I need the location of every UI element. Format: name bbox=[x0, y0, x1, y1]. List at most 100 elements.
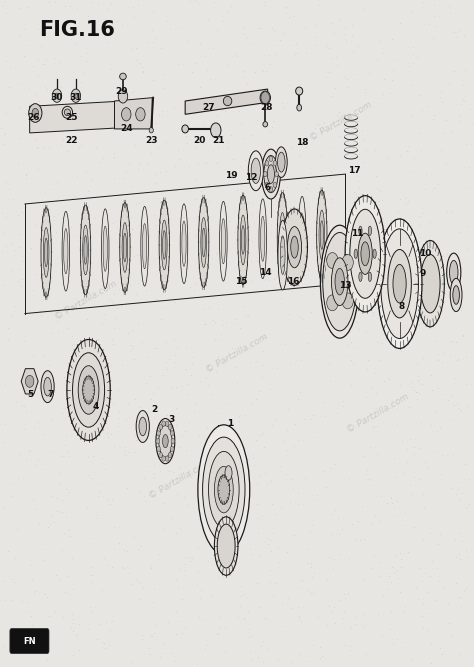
Ellipse shape bbox=[182, 221, 186, 266]
Circle shape bbox=[269, 156, 273, 161]
Text: 28: 28 bbox=[260, 103, 273, 112]
Ellipse shape bbox=[320, 225, 359, 338]
Circle shape bbox=[162, 421, 165, 426]
Circle shape bbox=[168, 452, 172, 458]
Ellipse shape bbox=[159, 200, 170, 289]
Text: 29: 29 bbox=[115, 87, 128, 95]
Circle shape bbox=[71, 89, 81, 102]
Circle shape bbox=[342, 293, 353, 309]
Circle shape bbox=[170, 446, 174, 452]
Text: © Partzilla.com: © Partzilla.com bbox=[148, 458, 213, 501]
Text: 6: 6 bbox=[264, 183, 271, 192]
Text: 7: 7 bbox=[48, 390, 54, 399]
Ellipse shape bbox=[261, 216, 265, 261]
Ellipse shape bbox=[335, 268, 345, 295]
Ellipse shape bbox=[180, 204, 188, 283]
Ellipse shape bbox=[143, 223, 147, 269]
Text: © Partzilla.com: © Partzilla.com bbox=[54, 279, 118, 321]
Ellipse shape bbox=[198, 425, 250, 554]
Ellipse shape bbox=[202, 228, 205, 257]
Text: 18: 18 bbox=[296, 137, 308, 147]
Text: 30: 30 bbox=[51, 93, 63, 102]
Text: 25: 25 bbox=[65, 113, 77, 122]
Ellipse shape bbox=[225, 466, 232, 480]
Text: 15: 15 bbox=[236, 277, 248, 286]
Ellipse shape bbox=[323, 233, 357, 331]
Circle shape bbox=[136, 107, 145, 121]
Ellipse shape bbox=[84, 235, 87, 264]
Ellipse shape bbox=[240, 215, 246, 265]
Text: 19: 19 bbox=[225, 171, 237, 180]
Ellipse shape bbox=[62, 106, 73, 118]
Circle shape bbox=[156, 438, 160, 444]
Circle shape bbox=[162, 456, 165, 462]
Ellipse shape bbox=[139, 417, 146, 436]
Ellipse shape bbox=[368, 272, 372, 281]
Circle shape bbox=[26, 376, 34, 388]
Text: 11: 11 bbox=[351, 229, 364, 238]
Ellipse shape bbox=[101, 209, 109, 289]
Circle shape bbox=[29, 103, 42, 122]
Ellipse shape bbox=[120, 203, 130, 292]
Circle shape bbox=[327, 295, 338, 311]
Ellipse shape bbox=[263, 121, 268, 127]
Text: 16: 16 bbox=[287, 277, 300, 286]
Ellipse shape bbox=[163, 434, 168, 448]
Ellipse shape bbox=[221, 219, 226, 264]
Circle shape bbox=[165, 421, 169, 426]
Ellipse shape bbox=[453, 285, 459, 304]
Ellipse shape bbox=[331, 257, 348, 305]
Circle shape bbox=[157, 431, 161, 436]
Ellipse shape bbox=[420, 254, 440, 313]
Ellipse shape bbox=[82, 225, 88, 275]
Text: 12: 12 bbox=[245, 173, 257, 182]
Circle shape bbox=[210, 123, 221, 137]
Ellipse shape bbox=[388, 249, 411, 318]
Ellipse shape bbox=[300, 213, 304, 259]
Ellipse shape bbox=[277, 193, 288, 282]
Ellipse shape bbox=[264, 155, 278, 193]
Polygon shape bbox=[21, 369, 38, 394]
Circle shape bbox=[170, 431, 174, 436]
Ellipse shape bbox=[296, 87, 303, 95]
Text: FN: FN bbox=[23, 636, 36, 646]
Ellipse shape bbox=[78, 366, 99, 414]
Ellipse shape bbox=[267, 165, 274, 183]
Ellipse shape bbox=[156, 418, 175, 464]
Text: 26: 26 bbox=[27, 113, 40, 122]
Ellipse shape bbox=[73, 353, 105, 427]
Ellipse shape bbox=[163, 231, 166, 259]
Text: 20: 20 bbox=[193, 136, 206, 145]
Text: 1: 1 bbox=[227, 419, 233, 428]
Ellipse shape bbox=[262, 149, 280, 199]
Ellipse shape bbox=[280, 213, 285, 262]
Circle shape bbox=[55, 93, 59, 98]
Ellipse shape bbox=[447, 253, 461, 291]
Ellipse shape bbox=[449, 260, 458, 284]
Circle shape bbox=[121, 107, 131, 121]
Ellipse shape bbox=[159, 425, 172, 457]
Circle shape bbox=[265, 182, 269, 187]
Ellipse shape bbox=[282, 209, 308, 285]
Ellipse shape bbox=[182, 125, 189, 133]
Text: 22: 22 bbox=[65, 136, 77, 145]
Ellipse shape bbox=[278, 220, 287, 290]
Ellipse shape bbox=[41, 371, 54, 403]
Text: 31: 31 bbox=[70, 93, 82, 102]
Ellipse shape bbox=[214, 466, 233, 513]
Ellipse shape bbox=[350, 209, 381, 298]
Ellipse shape bbox=[217, 524, 235, 568]
Circle shape bbox=[171, 438, 175, 444]
Text: 2: 2 bbox=[151, 406, 158, 414]
Circle shape bbox=[74, 93, 78, 98]
Circle shape bbox=[264, 171, 267, 177]
Circle shape bbox=[165, 456, 169, 462]
Ellipse shape bbox=[251, 158, 261, 183]
Ellipse shape bbox=[320, 221, 323, 249]
Ellipse shape bbox=[450, 278, 462, 311]
Text: 8: 8 bbox=[399, 302, 405, 311]
Ellipse shape bbox=[275, 147, 287, 177]
Ellipse shape bbox=[62, 211, 70, 291]
Ellipse shape bbox=[202, 437, 245, 542]
Text: © Partzilla.com: © Partzilla.com bbox=[308, 99, 373, 142]
